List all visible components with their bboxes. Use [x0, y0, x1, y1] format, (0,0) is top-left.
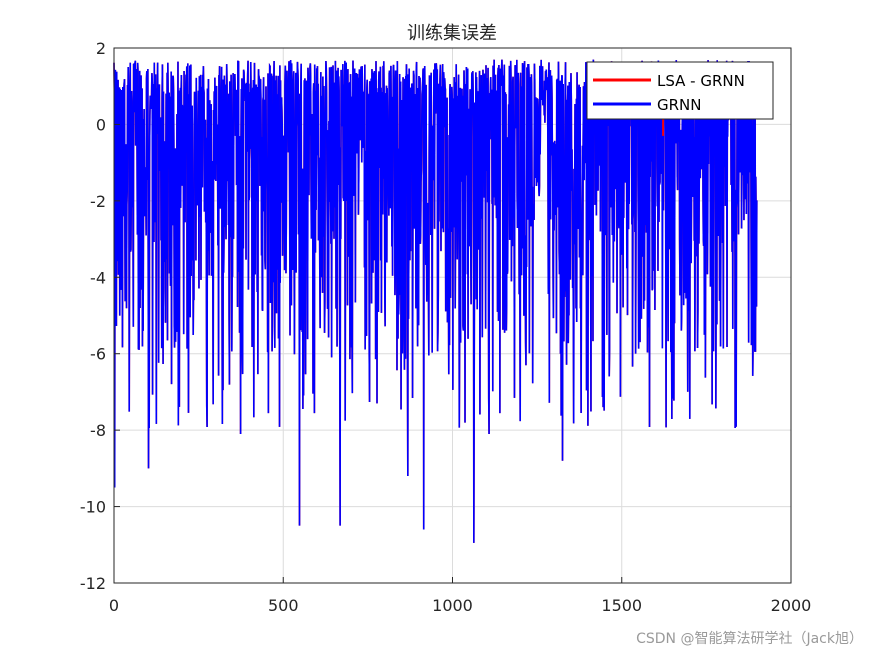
watermark: CSDN @智能算法研学社（Jack旭）: [636, 631, 863, 647]
y-tick-label: 2: [96, 39, 106, 58]
x-tick-label: 1500: [601, 596, 642, 615]
x-tick-label: 500: [268, 596, 299, 615]
x-tick-label: 1000: [432, 596, 473, 615]
y-tick-label: 0: [96, 115, 106, 134]
legend-box: [586, 61, 774, 120]
y-tick-label: -6: [90, 345, 106, 364]
y-tick-label: -2: [90, 192, 106, 211]
chart-title: 训练集误差: [407, 23, 497, 44]
y-tick-label: -8: [90, 421, 106, 440]
series-line-grnn: [113, 59, 758, 543]
y-axis: -12 -10 -8 -6 -4 -2 0 2: [80, 39, 120, 593]
x-axis: 0 500 1000 1500 2000: [109, 577, 811, 615]
legend[interactable]: LSA - GRNN GRNN: [586, 61, 774, 120]
legend-label-grnn: GRNN: [657, 96, 702, 114]
y-tick-label: -10: [80, 498, 106, 517]
y-tick-label: -4: [90, 268, 106, 287]
x-tick-label: 0: [109, 596, 119, 615]
legend-label-lsa-grnn: LSA - GRNN: [657, 72, 745, 90]
y-tick-label: -12: [80, 574, 106, 593]
x-tick-label: 2000: [771, 596, 812, 615]
